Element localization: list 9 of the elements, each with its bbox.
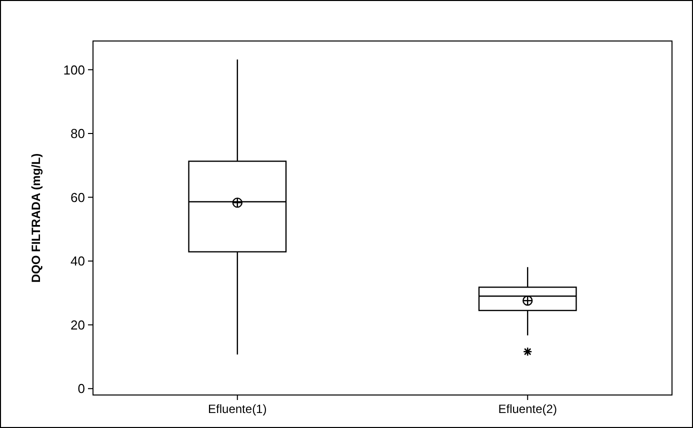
y-tick-label: 80 xyxy=(70,126,85,142)
y-tick-label: 40 xyxy=(70,254,85,269)
x-tick-label: Efluente(2) xyxy=(498,402,557,416)
y-tick-label: 100 xyxy=(63,62,85,78)
y-axis-title: DQO FILTRADA (mg/L) xyxy=(29,153,43,283)
y-tick-label: 20 xyxy=(70,317,85,332)
x-tick-label: Efluente(1) xyxy=(208,402,267,416)
y-tick-label: 0 xyxy=(78,381,85,396)
y-tick-label: 60 xyxy=(70,190,85,205)
